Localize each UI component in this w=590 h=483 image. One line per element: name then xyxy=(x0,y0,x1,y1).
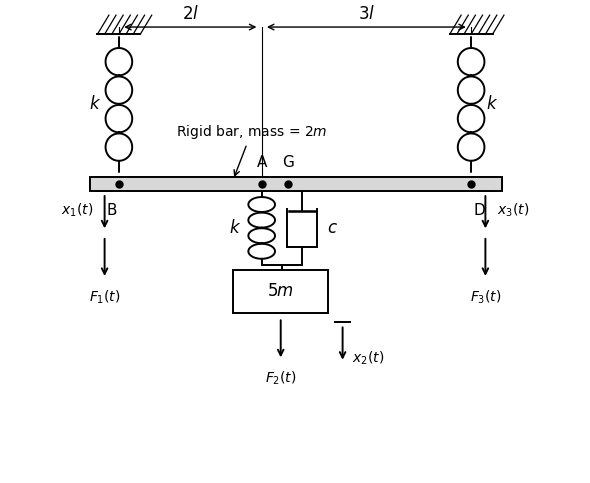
Text: $c$: $c$ xyxy=(327,219,338,237)
Text: $F_1(t)$: $F_1(t)$ xyxy=(89,288,120,306)
Text: $F_2(t)$: $F_2(t)$ xyxy=(265,370,297,387)
Text: B: B xyxy=(106,203,116,218)
Text: $k$: $k$ xyxy=(486,96,499,114)
Text: A: A xyxy=(257,156,267,170)
Text: $F_3(t)$: $F_3(t)$ xyxy=(470,288,501,306)
Text: $k$: $k$ xyxy=(230,219,241,237)
Text: $x_1(t)$: $x_1(t)$ xyxy=(61,202,93,219)
Text: $x_3(t)$: $x_3(t)$ xyxy=(497,202,529,219)
Bar xyxy=(90,177,502,191)
Bar xyxy=(233,270,328,313)
Text: G: G xyxy=(282,156,294,170)
Text: $x_2(t)$: $x_2(t)$ xyxy=(352,349,384,367)
Text: $5m$: $5m$ xyxy=(267,282,294,300)
Text: D: D xyxy=(474,203,485,218)
Text: $2l$: $2l$ xyxy=(182,5,199,23)
Text: Rigid bar, mass = $2m$: Rigid bar, mass = $2m$ xyxy=(176,123,327,176)
Text: $k$: $k$ xyxy=(89,96,101,114)
Text: $3l$: $3l$ xyxy=(358,5,375,23)
